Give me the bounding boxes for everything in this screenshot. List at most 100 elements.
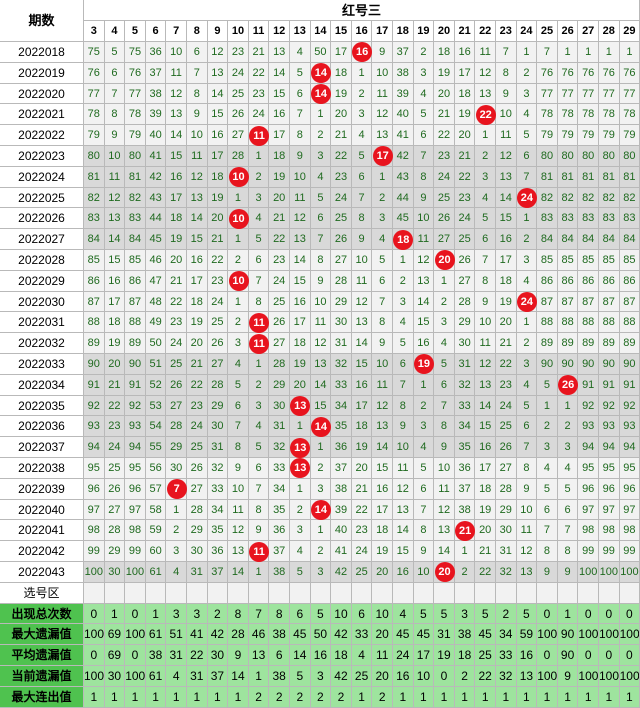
miss-cell: 27	[269, 333, 290, 354]
select-cell[interactable]	[413, 582, 435, 604]
miss-cell: 41	[393, 125, 414, 146]
select-cell[interactable]	[290, 582, 311, 604]
miss-cell: 41	[331, 541, 352, 562]
miss-cell: 86	[578, 270, 599, 292]
number-header: 8	[187, 21, 208, 42]
select-cell[interactable]	[599, 582, 620, 604]
select-cell[interactable]	[393, 582, 414, 604]
select-cell[interactable]	[248, 582, 270, 604]
select-cell[interactable]	[125, 582, 146, 604]
miss-cell: 32	[269, 437, 290, 458]
number-header: 23	[496, 21, 517, 42]
select-cell[interactable]	[331, 582, 352, 604]
miss-cell: 15	[413, 312, 435, 334]
select-cell[interactable]	[187, 582, 208, 604]
miss-cell: 90	[578, 354, 599, 375]
select-cell[interactable]	[454, 582, 476, 604]
miss-cell: 18	[351, 416, 373, 438]
miss-cell: 80	[125, 146, 146, 167]
miss-cell: 22	[331, 146, 352, 167]
miss-cell: 40	[331, 520, 352, 542]
select-cell[interactable]	[619, 582, 640, 604]
select-cell[interactable]	[104, 582, 126, 604]
miss-cell: 44	[393, 187, 414, 209]
stat-value: 0	[619, 603, 640, 625]
miss-cell: 81	[578, 166, 599, 188]
stat-value: 33	[351, 624, 373, 646]
miss-cell: 27	[454, 270, 476, 292]
number-header: 21	[454, 21, 476, 42]
miss-cell: 94	[125, 437, 146, 458]
select-cell[interactable]	[372, 582, 393, 604]
miss-cell: 1	[413, 374, 435, 396]
stat-value: 51	[166, 624, 187, 646]
stat-value: 5	[413, 603, 435, 625]
miss-cell: 2	[557, 416, 579, 438]
miss-cell: 14	[187, 208, 208, 230]
miss-cell: 43	[145, 187, 167, 209]
select-cell[interactable]	[228, 582, 249, 604]
select-cell[interactable]	[475, 582, 496, 604]
hit-ball: 18	[393, 229, 414, 250]
select-cell[interactable]	[434, 582, 455, 604]
miss-cell: 2	[290, 499, 311, 521]
miss-cell: 11	[372, 374, 393, 396]
miss-cell: 42	[145, 166, 167, 188]
miss-cell: 82	[599, 187, 620, 209]
select-cell[interactable]	[537, 582, 558, 604]
miss-cell: 22	[434, 125, 455, 146]
select-cell[interactable]	[516, 582, 538, 604]
select-cell[interactable]	[166, 582, 187, 604]
miss-cell: 83	[537, 208, 558, 230]
miss-cell: 23	[331, 166, 352, 188]
select-cell[interactable]	[351, 582, 373, 604]
miss-cell: 20	[454, 125, 476, 146]
number-header: 16	[351, 21, 373, 42]
miss-cell: 28	[331, 270, 352, 292]
select-cell[interactable]	[207, 582, 229, 604]
miss-cell: 89	[537, 333, 558, 354]
select-cell[interactable]	[269, 582, 290, 604]
miss-cell: 27	[166, 395, 187, 417]
select-cell[interactable]	[84, 582, 105, 604]
select-cell[interactable]	[578, 582, 599, 604]
select-cell[interactable]	[496, 582, 517, 604]
miss-cell: 3	[413, 416, 435, 438]
miss-cell: 37	[454, 478, 476, 500]
select-cell[interactable]	[557, 582, 579, 604]
period-cell: 2022026	[0, 208, 84, 230]
stat-value: 0	[599, 603, 620, 625]
miss-cell: 26	[434, 208, 455, 230]
stat-value: 7	[248, 603, 270, 625]
stat-value: 13	[248, 645, 270, 666]
miss-cell: 25	[207, 312, 229, 334]
miss-cell: 85	[599, 250, 620, 271]
stat-value: 16	[310, 645, 332, 666]
number-header: 29	[619, 21, 640, 42]
select-cell[interactable]	[310, 582, 332, 604]
hit-ball: 14	[310, 500, 331, 520]
stat-value: 1	[125, 686, 146, 708]
miss-cell: 11	[475, 42, 496, 63]
miss-cell: 1	[248, 354, 270, 375]
miss-cell: 79	[619, 125, 640, 146]
miss-cell: 7	[516, 437, 538, 458]
miss-cell: 25	[228, 83, 249, 105]
stat-value: 1	[187, 686, 208, 708]
miss-cell: 86	[599, 270, 620, 292]
miss-cell: 1	[434, 270, 455, 292]
miss-cell: 9	[413, 541, 435, 562]
miss-cell: 13	[393, 499, 414, 521]
miss-cell: 33	[331, 374, 352, 396]
miss-cell: 2	[310, 458, 332, 479]
miss-cell: 4	[557, 458, 579, 479]
miss-cell: 8	[372, 312, 393, 334]
miss-cell: 3	[310, 146, 332, 167]
miss-cell: 19	[207, 187, 229, 209]
miss-cell: 9	[248, 520, 270, 542]
miss-cell: 10	[434, 458, 455, 479]
number-header: 6	[145, 21, 167, 42]
miss-cell: 79	[125, 125, 146, 146]
miss-cell: 15	[496, 208, 517, 230]
select-cell[interactable]	[145, 582, 167, 604]
